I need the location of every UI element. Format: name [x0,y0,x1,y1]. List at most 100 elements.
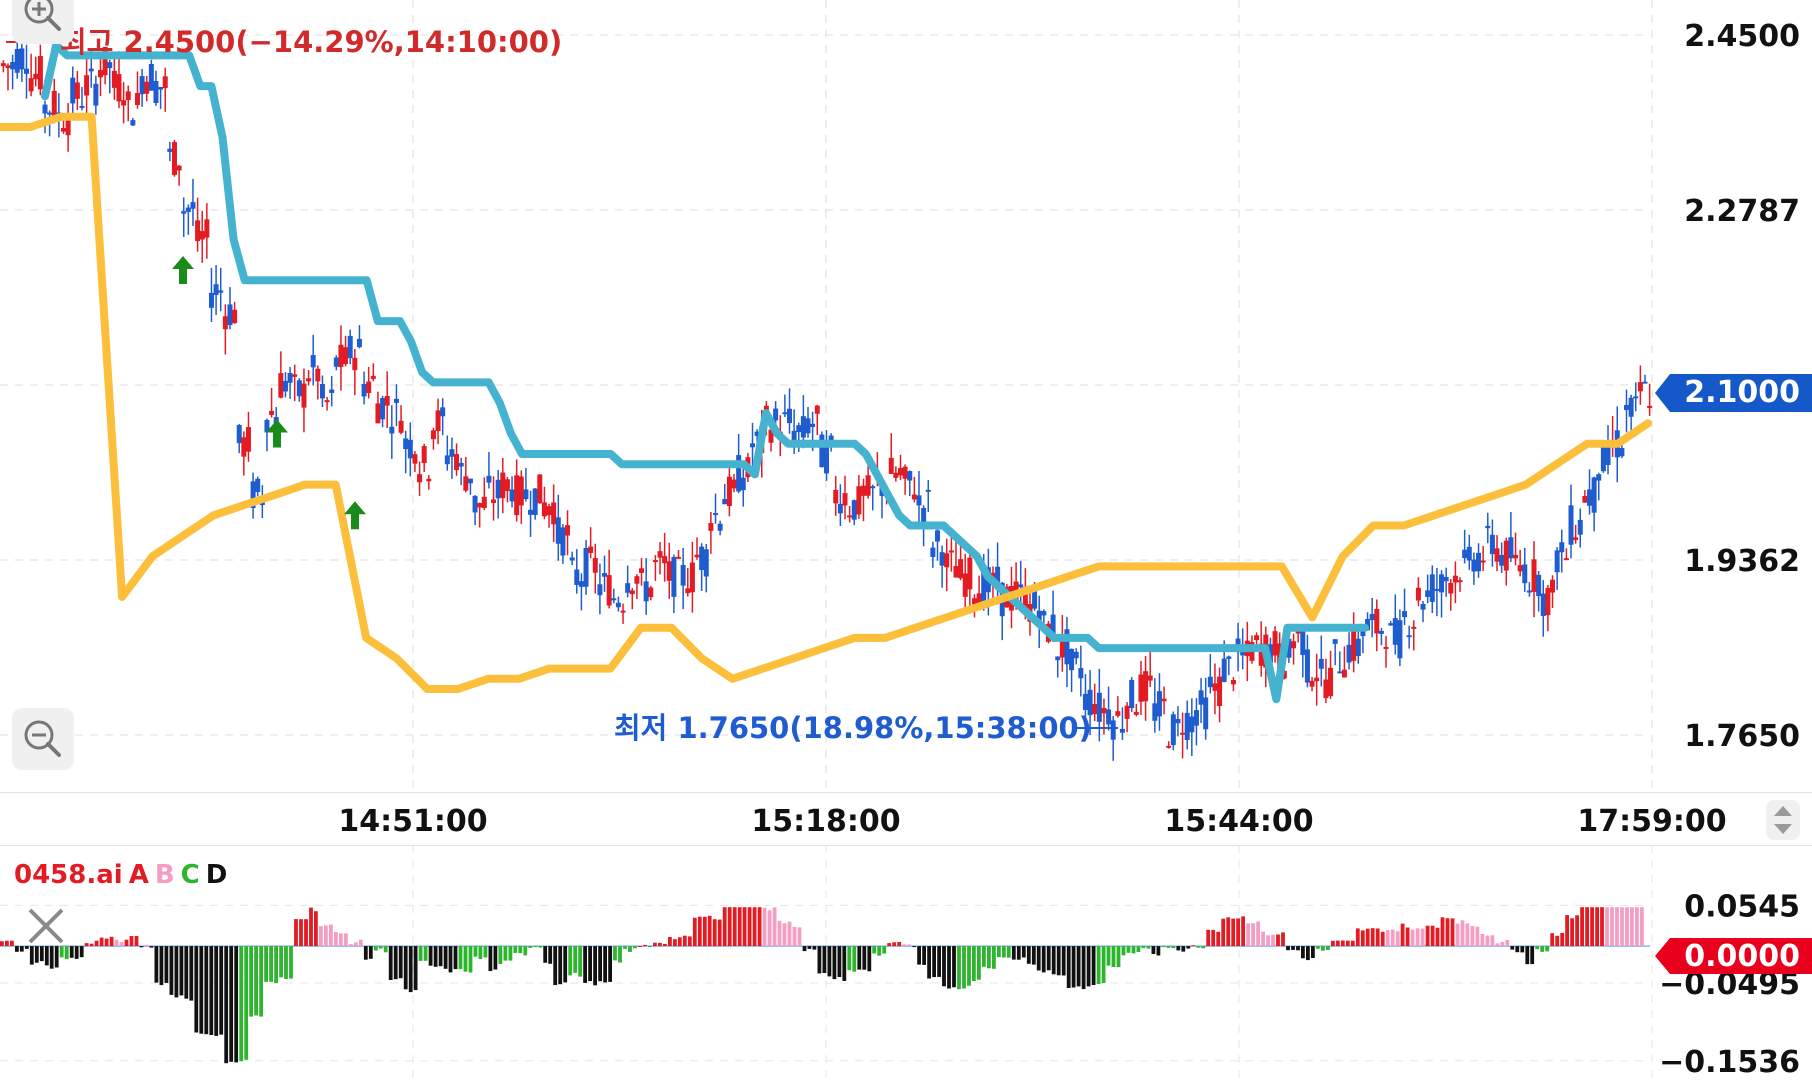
indicator-bar [1505,940,1510,947]
candle-body [1628,397,1634,417]
indicator-bar [1385,930,1390,947]
indicator-bar [513,946,518,953]
indicator-bar [1565,915,1569,947]
indicator-bar [324,925,328,947]
indicator-bar [827,946,832,977]
candle-body [1106,709,1112,725]
candle-body [195,220,201,242]
candle-body [1513,554,1519,559]
indicator-bar [29,946,34,965]
indicator-bar [329,924,333,947]
candle-body [833,489,839,504]
indicator-bar [673,939,677,947]
candle-body [315,368,321,382]
indicator-bar [772,907,777,946]
indicator-bar [1321,946,1325,951]
indicator-bar [234,946,239,1063]
indicator-bar [1585,907,1589,946]
candle-body [574,569,580,585]
indicator-bar [44,946,49,966]
zero-value: 0.0000 [1684,939,1800,974]
candle-body [962,573,968,597]
candle-body [1531,559,1537,592]
indicator-bar [229,946,234,1062]
indicator-bar [24,946,29,949]
candle-body [1156,691,1162,717]
scroll-button[interactable] [1766,800,1800,840]
candle-body [1281,670,1287,679]
zoom-in-icon [24,0,61,31]
indicator-bar [1241,916,1245,947]
price-chart-pane[interactable]: 2.4500 2.2787 1.9362 1.7650 2.1000 최고 2.450… [0,0,1812,792]
close-indicator-button[interactable] [18,898,74,954]
indicator-bar [209,946,214,1035]
indicator-bar [39,946,44,962]
candle-body [856,486,862,515]
buy-signal-arrow [266,419,288,448]
indicator-bar [1231,918,1236,947]
indicator-bar [1186,946,1191,949]
indicator-bar [1465,923,1470,946]
candle-body [84,75,90,96]
zoom-in-button[interactable] [12,0,74,44]
indicator-bar [194,946,199,1033]
candle-body [1508,537,1514,559]
candle-body [398,420,404,433]
zero-value-tag: 0.0000 [1655,938,1812,974]
indicator-bar [1281,932,1285,947]
indicator-bar [284,946,288,979]
candle-body [754,431,760,436]
indicator-pane[interactable]: 0.0545 −0.0495 −0.1536 0.0000 [0,845,1812,1084]
candle-body [1166,745,1172,748]
indicator-bar [473,946,478,957]
candle-body [1203,697,1209,730]
close-icon [28,908,64,944]
indicator-name: 0458.ai [14,860,123,890]
candle-body [634,576,640,584]
candle-body [555,517,561,544]
indicator-bar [1525,946,1530,965]
zoom-out-button[interactable] [12,708,74,770]
candle-body [611,598,617,601]
indicator-bar [84,943,89,947]
indicator-bar [1390,929,1395,947]
candle-body [722,499,728,505]
candle-body [1147,675,1153,681]
candle-body [1087,689,1093,716]
indicator-bar [533,946,538,948]
candle-body [1082,693,1088,710]
indicator-bar [1031,946,1036,965]
y-tick-label: 1.7650 [1684,719,1800,754]
candle-body [14,49,20,73]
candle-body [1388,623,1394,626]
indicator-bar [757,907,762,946]
time-axis[interactable]: 14:51:00 15:18:00 15:44:00 17:59:00 [0,792,1812,846]
indicator-bar [927,946,931,979]
indicator-bar [787,921,792,947]
candle-body [703,549,709,577]
candle-body [1480,560,1486,563]
indicator-bar [249,946,253,1017]
indicator-bar [289,946,293,979]
indicator-bar [862,946,867,970]
indicator-bar [1331,940,1335,947]
candle-body [366,381,372,393]
indicator-bar [1066,946,1071,988]
indicator-bar [722,907,727,946]
y-tick-label: 2.2787 [1684,194,1800,229]
indicator-bar [179,946,184,996]
candle-body [657,551,663,558]
zoom-out-icon [24,720,61,757]
indicator-bar [892,942,897,947]
candle-body [565,525,571,536]
candle-body [851,500,857,520]
indicator-bar [1460,920,1465,947]
candle-body [824,442,829,474]
candle-body [491,499,497,503]
indicator-bar [104,938,109,947]
candle-body [171,142,177,175]
indicator-bar [413,946,418,991]
indicator-bar [1266,935,1270,947]
x-tick-label: 15:18:00 [751,804,900,839]
candle-body [1402,611,1408,618]
